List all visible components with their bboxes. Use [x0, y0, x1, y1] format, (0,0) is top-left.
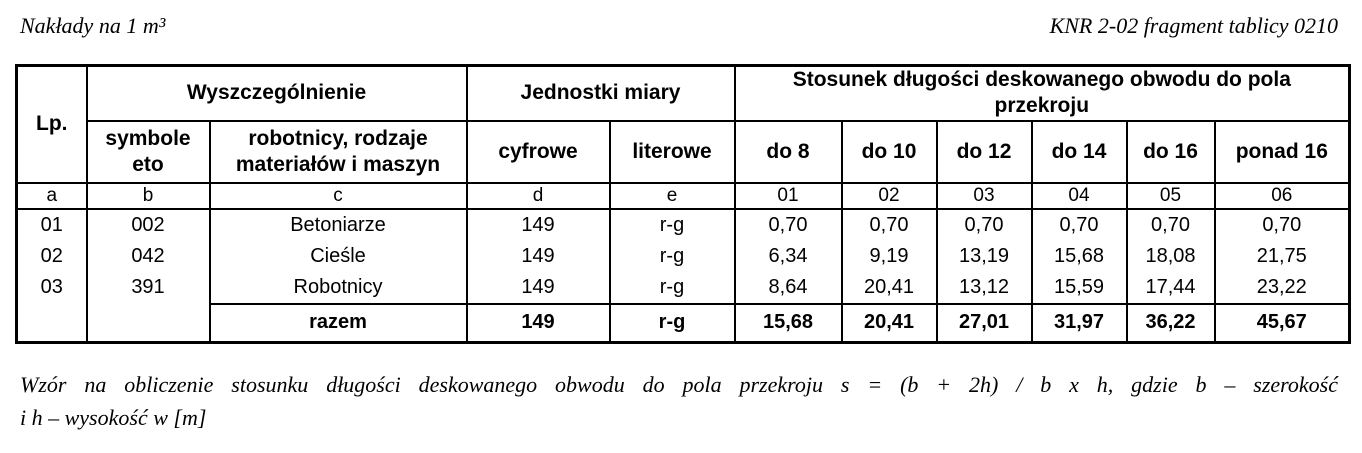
ratio-value: 15,68: [1053, 244, 1105, 267]
col-header-ratio-title: Stosunek długości deskowanego obwodu do …: [733, 64, 1351, 122]
letter-cell: 06: [1213, 181, 1351, 210]
unit-literowe-value: r-g: [659, 275, 685, 298]
caption-row: Nakłady na 1 m³ KNR 2-02 fragment tablic…: [0, 0, 1362, 40]
ratio-col-05-cell: 0,70 18,08 17,44: [1125, 207, 1216, 305]
col-header-symbole-eto: symbole eto: [85, 119, 211, 184]
ratio-value: 21,75: [1256, 244, 1307, 267]
letter-cell: e: [608, 181, 736, 210]
ratio-col-06-cell: 0,70 21,75 23,22: [1213, 207, 1351, 305]
letter-cell: 03: [935, 181, 1033, 210]
total-value-cell: 20,41: [840, 302, 938, 344]
ratio-col-03-cell: 0,70 13,19 13,12: [935, 207, 1033, 305]
symbol-value: 002: [131, 213, 165, 236]
col-header-cyfrowe: cyfrowe: [465, 119, 611, 184]
ratio-value: 8,64: [768, 275, 808, 298]
knr-norms-table: Lp. Wyszczególnienie Jednostki miary Sto…: [15, 64, 1352, 344]
header-row-1: Lp. Wyszczególnienie Jednostki miary Sto…: [15, 64, 1351, 184]
lp-value: 02: [40, 244, 63, 267]
caption-left: Nakłady na 1 m³: [20, 13, 166, 38]
total-row: razem 149 r-g 15,68 20,41 27,01 31,97 36…: [17, 302, 1351, 344]
ratio-value: 23,22: [1256, 275, 1307, 298]
letter-cell: a: [15, 181, 88, 210]
col-header-specification: Wyszczególnienie: [85, 64, 468, 122]
total-value-cell: 36,22: [1125, 302, 1216, 344]
letter-cell: d: [465, 181, 611, 210]
col-header-do-16: do 16: [1125, 119, 1216, 184]
col-header-do-12: do 12: [935, 119, 1033, 184]
symbole-line: eto: [132, 152, 164, 176]
unit-literowe-value: r-g: [659, 244, 685, 267]
header-row-2: symbole eto robotnicy, rodzaje materiałó…: [17, 119, 1351, 184]
ratio-value: 0,70: [1059, 213, 1099, 236]
ratio-title-line: Stosunek długości deskowanego obwodu do …: [792, 68, 1291, 92]
col-header-do-14: do 14: [1030, 119, 1128, 184]
ratio-value: 20,41: [863, 275, 915, 298]
ratio-col-04-cell: 0,70 15,68 15,59: [1030, 207, 1128, 305]
symbol-eto-cell: 002 042 391: [85, 207, 211, 344]
letter-cell: 05: [1125, 181, 1216, 210]
ratio-value: 0,70: [1151, 213, 1190, 236]
workers-line: materiałów i maszyn: [235, 152, 441, 176]
ratio-value: 15,59: [1053, 275, 1105, 298]
ratio-col-02-cell: 0,70 9,19 20,41: [840, 207, 938, 305]
ratio-title-line: przekroju: [994, 94, 1090, 118]
formula-note-line: i h – wysokość w [m]: [20, 405, 207, 430]
unit-cyfrowe-value: 149: [521, 244, 555, 267]
total-value-cell: 15,68: [733, 302, 843, 344]
lp-cell: 01 02 03: [15, 207, 88, 344]
total-value-cell: 31,97: [1030, 302, 1128, 344]
col-header-lp: Lp.: [15, 64, 88, 184]
data-rows-block: 01 02 03 002 042 391 Betoniarze Cieśle R…: [15, 207, 1351, 344]
ratio-value: 9,19: [869, 244, 909, 267]
letter-cell: b: [85, 181, 211, 210]
document-page: Nakłady na 1 m³ KNR 2-02 fragment tablic…: [0, 0, 1362, 434]
col-header-do-10: do 10: [840, 119, 938, 184]
workers-line: robotnicy, rodzaje: [248, 126, 428, 150]
col-header-do-8: do 8: [733, 119, 843, 184]
col-header-ponad-16: ponad 16: [1213, 119, 1351, 184]
letter-cell: 04: [1030, 181, 1128, 210]
col-header-workers: robotnicy, rodzaje materiałów i maszyn: [208, 119, 468, 184]
column-letter-row: a b c d e 01 02 03 04 05 06: [15, 181, 1351, 210]
ratio-value: 13,12: [958, 275, 1010, 298]
total-value-cell: 27,01: [935, 302, 1033, 344]
worker-name: Cieśle: [310, 244, 366, 267]
unit-literowe-cell: r-g r-g r-g: [608, 207, 736, 305]
letter-cell: c: [208, 181, 468, 210]
formula-note: Wzór na obliczenie stosunku długości des…: [20, 368, 1338, 434]
lp-value: 03: [40, 275, 63, 298]
worker-names-cell: Betoniarze Cieśle Robotnicy: [208, 207, 468, 305]
symbol-value: 042: [131, 244, 165, 267]
col-header-units: Jednostki miary: [465, 64, 736, 122]
unit-cyfrowe-value: 149: [521, 213, 555, 236]
letter-cell: 02: [840, 181, 938, 210]
caption-right: KNR 2-02 fragment tablicy 0210: [1049, 13, 1338, 38]
ratio-value: 18,08: [1145, 244, 1196, 267]
ratio-value: 17,44: [1145, 275, 1196, 298]
total-literowe-cell: r-g: [608, 302, 736, 344]
ratio-value: 0,70: [869, 213, 909, 236]
ratio-value: 0,70: [1262, 213, 1302, 236]
ratio-value: 0,70: [964, 213, 1004, 236]
symbol-value: 391: [131, 275, 165, 298]
ratio-value: 13,19: [958, 244, 1010, 267]
ratio-value: 6,34: [768, 244, 808, 267]
unit-literowe-value: r-g: [659, 213, 685, 236]
ratio-col-01-cell: 0,70 6,34 8,64: [733, 207, 843, 305]
formula-note-line: Wzór na obliczenie stosunku długości des…: [20, 372, 1338, 397]
total-label-cell: razem: [208, 302, 468, 344]
ratio-value: 0,70: [768, 213, 808, 236]
symbole-line: symbole: [105, 126, 191, 150]
total-cyfrowe-cell: 149: [465, 302, 611, 344]
letter-cell: 01: [733, 181, 843, 210]
worker-name: Robotnicy: [293, 275, 383, 298]
total-value-cell: 45,67: [1213, 302, 1351, 344]
unit-cyfrowe-value: 149: [521, 275, 555, 298]
lp-value: 01: [40, 213, 63, 236]
col-header-literowe: literowe: [608, 119, 736, 184]
worker-name: Betoniarze: [290, 213, 386, 236]
unit-cyfrowe-cell: 149 149 149: [465, 207, 611, 305]
